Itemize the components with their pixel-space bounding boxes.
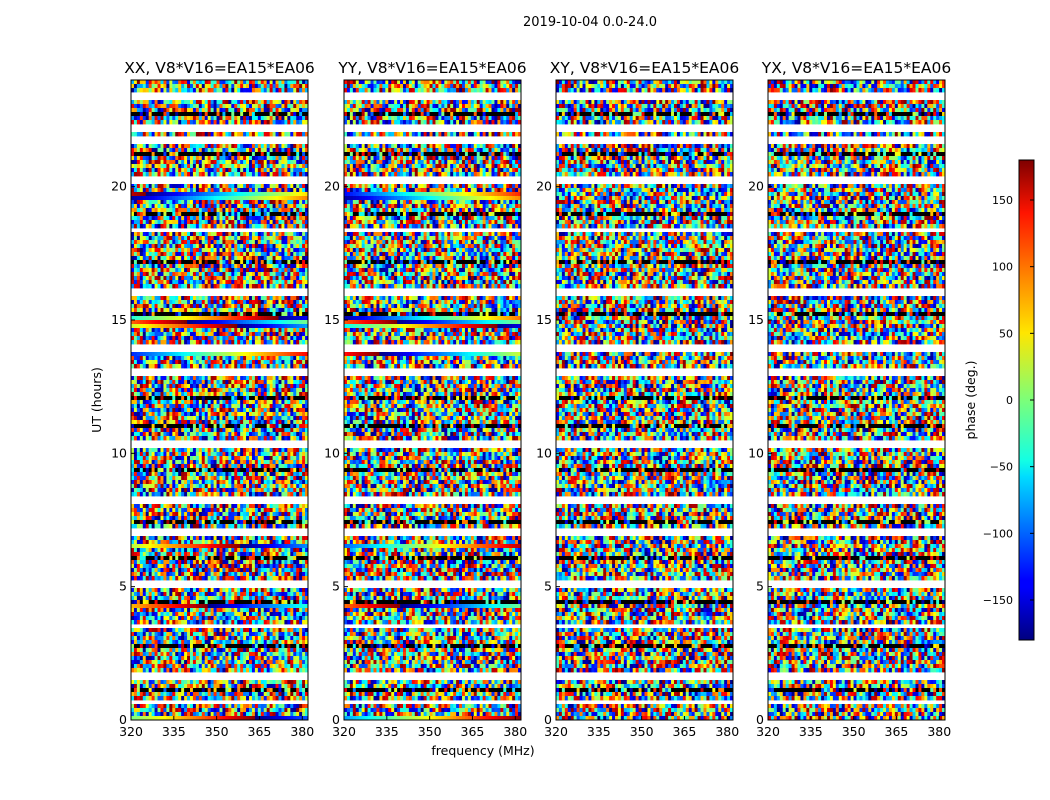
y-tick-label: 15 — [748, 312, 764, 327]
colorbar-tick-label: −50 — [990, 461, 1013, 474]
panel-title: XY, V8*V16=EA15*EA06 — [550, 59, 739, 77]
colorbar-tick-label: 150 — [992, 194, 1013, 207]
y-tick-label: 20 — [536, 179, 552, 194]
colorbar-tick-label: −150 — [983, 594, 1013, 607]
y-tick-label: 10 — [536, 445, 552, 460]
y-tick-label: 0 — [756, 712, 764, 727]
y-tick-label: 0 — [544, 712, 552, 727]
x-tick-label: 380 — [927, 724, 951, 739]
figure-title: 2019-10-04 0.0-24.0 — [523, 15, 657, 30]
y-tick-label: 10 — [324, 445, 340, 460]
colorbar: 150 100 50 0 −50 −100 −150 — [983, 160, 1034, 640]
heatmap-cells — [556, 80, 733, 720]
x-axis-label: frequency (MHz) — [431, 743, 534, 758]
panel-title: YY, V8*V16=EA15*EA06 — [337, 59, 526, 77]
x-tick-label: 365 — [248, 724, 272, 739]
y-tick-label: 0 — [332, 712, 340, 727]
colorbar-tick-label: 0 — [1006, 394, 1013, 407]
heatmap-cells — [768, 80, 945, 720]
colorbar-tick-label: 100 — [992, 261, 1013, 274]
y-tick-label: 10 — [111, 445, 127, 460]
y-tick-label: 20 — [324, 179, 340, 194]
x-tick-label: 365 — [461, 724, 485, 739]
y-tick-label: 5 — [544, 579, 552, 594]
x-tick-label: 335 — [375, 724, 399, 739]
x-tick-label: 350 — [630, 724, 654, 739]
y-tick-label: 20 — [111, 179, 127, 194]
heatmap-cells — [344, 80, 521, 720]
x-tick-label: 365 — [885, 724, 909, 739]
x-tick-label: 380 — [503, 724, 527, 739]
heatmap-cells — [131, 80, 308, 720]
y-tick-label: 5 — [119, 579, 127, 594]
y-tick-label: 10 — [748, 445, 764, 460]
y-tick-label: 15 — [324, 312, 340, 327]
y-tick-label: 0 — [119, 712, 127, 727]
colorbar-tick-label: −100 — [983, 527, 1013, 540]
x-tick-label: 335 — [162, 724, 186, 739]
y-tick-label: 15 — [536, 312, 552, 327]
x-tick-label: 365 — [673, 724, 697, 739]
x-tick-label: 350 — [205, 724, 229, 739]
x-tick-label: 350 — [842, 724, 866, 739]
panel-title: XX, V8*V16=EA15*EA06 — [124, 59, 315, 77]
colorbar-label: phase (deg.) — [963, 361, 978, 440]
y-tick-label: 5 — [332, 579, 340, 594]
y-axis-label: UT (hours) — [89, 367, 104, 433]
y-tick-label: 20 — [748, 179, 764, 194]
colorbar-tick-label: 50 — [999, 327, 1013, 340]
x-tick-label: 335 — [799, 724, 823, 739]
x-tick-label: 380 — [715, 724, 739, 739]
panel-title: YX, V8*V16=EA15*EA06 — [761, 59, 951, 77]
y-tick-label: 15 — [111, 312, 127, 327]
y-tick-label: 5 — [756, 579, 764, 594]
x-tick-label: 335 — [587, 724, 611, 739]
x-tick-label: 350 — [418, 724, 442, 739]
x-tick-label: 380 — [290, 724, 314, 739]
